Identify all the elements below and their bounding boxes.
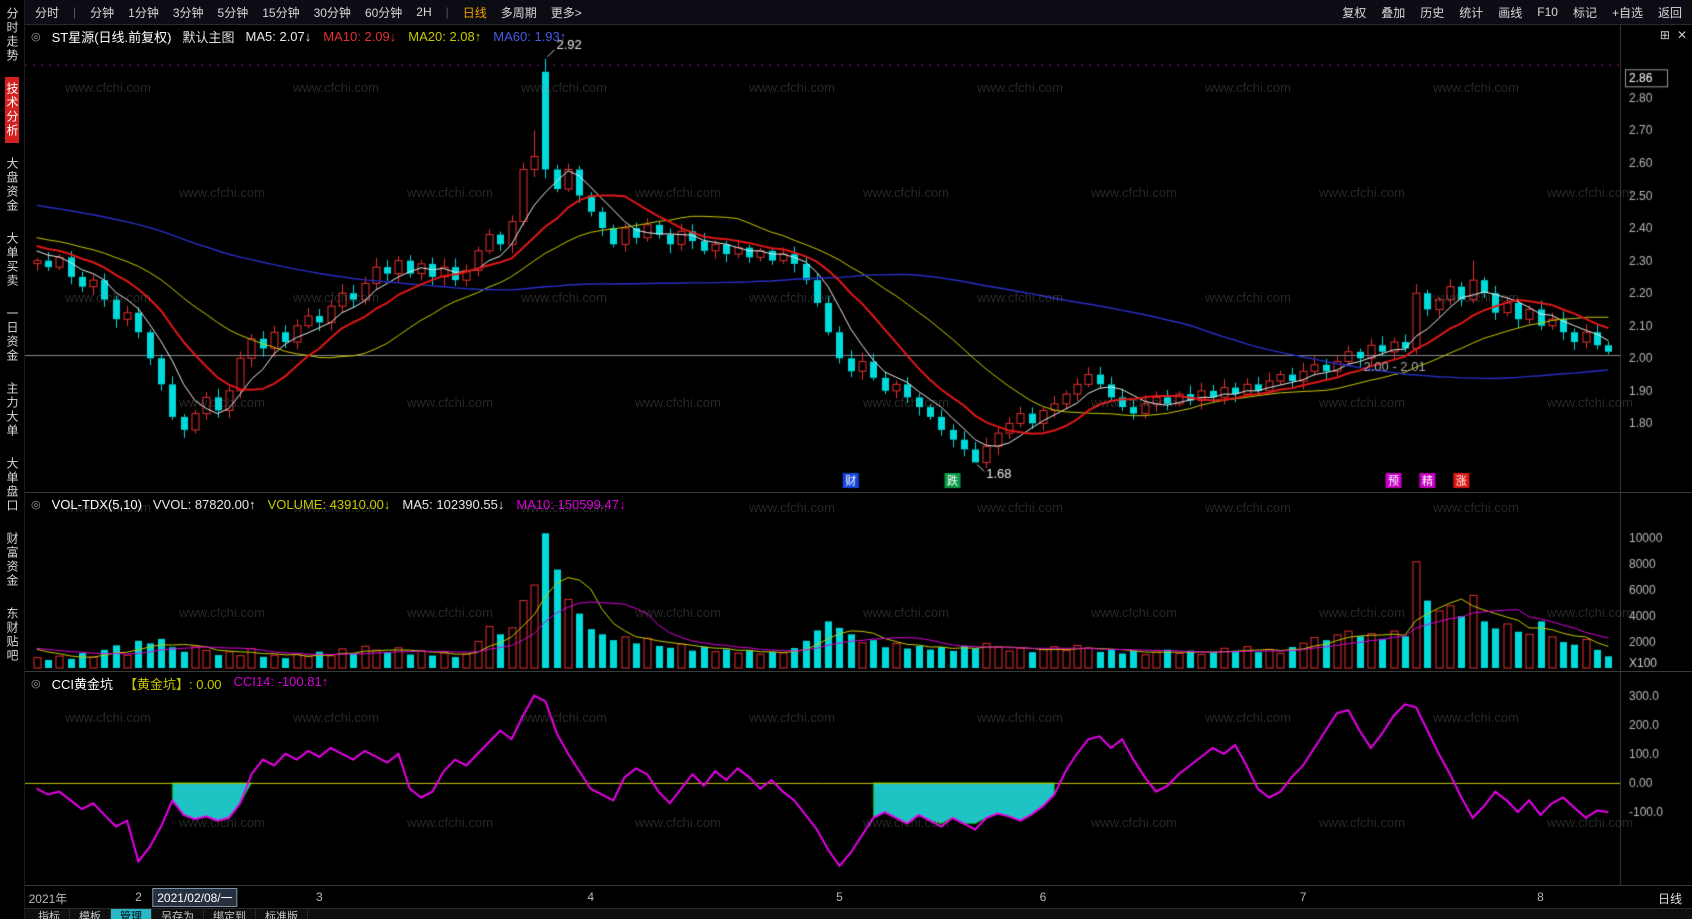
time-axis-label-4: 4	[587, 890, 595, 904]
sidebar-item-大盘资金[interactable]: 大盘资金	[5, 157, 19, 213]
cci-canvas[interactable]	[25, 672, 1692, 888]
toolbar-item-历史[interactable]: 历史	[1420, 5, 1445, 20]
time-axis-date-tag: 2021/02/08/一	[152, 888, 238, 907]
toolbar-item-返回[interactable]: 返回	[1657, 5, 1682, 20]
close-panel-icon[interactable]: ✕	[1676, 28, 1687, 42]
cci-panel: ◎ CCI黄金坑 【黄金坑】: 0.00 CCI14: -100.81↑	[25, 671, 1692, 888]
grid-layout-icon[interactable]: ⊞	[1659, 28, 1670, 42]
statusbar-item-管理[interactable]: 管理	[111, 909, 152, 919]
sidebar-item-技术分析[interactable]: 技术分析	[5, 77, 19, 143]
statusbar-item-另存为[interactable]: 另存为	[152, 909, 204, 919]
volume-panel: ◎ VOL-TDX(5,10) VVOL: 87820.00↑ VOLUME: 4…	[25, 492, 1692, 672]
toolbar-item-1分钟[interactable]: 1分钟	[128, 5, 159, 20]
volume-canvas[interactable]	[25, 493, 1692, 672]
status-bar: 指标 模板 管理 另存为 绑定到 标准版	[25, 908, 1692, 919]
time-axis-label-3: 3	[315, 890, 323, 904]
toolbar-item-15分钟[interactable]: 15分钟	[262, 5, 300, 20]
toolbar-item-叠加[interactable]: 叠加	[1381, 5, 1406, 20]
toolbar-item-分时[interactable]: 分时	[35, 5, 60, 20]
toolbar-item-分钟[interactable]: 分钟	[90, 5, 115, 20]
statusbar-item-标准版[interactable]: 标准版	[256, 909, 308, 919]
toolbar-separator: |	[445, 5, 449, 19]
sidebar-item-东财贴吧[interactable]: 东财贴吧	[5, 607, 19, 663]
statusbar-item-绑定到[interactable]: 绑定到	[204, 909, 256, 919]
toolbar-item-60分钟[interactable]: 60分钟	[364, 5, 403, 20]
time-axis-label-6: 6	[1039, 890, 1047, 904]
toolbar-item-多周期[interactable]: 多周期	[500, 5, 537, 20]
toolbar-item-+自选[interactable]: +自选	[1611, 5, 1643, 20]
sidebar-item-大单买卖[interactable]: 大单买卖	[5, 232, 19, 288]
main-chart-panel: ◎ ST星源(日线.前复权) 默认主图 MA5: 2.07↓ MA10: 2.09…	[25, 25, 1692, 492]
toolbar-item-F10[interactable]: F10	[1537, 5, 1558, 19]
toolbar-item-更多>[interactable]: 更多>	[550, 5, 582, 20]
sidebar-item-大单盘口[interactable]: 大单盘口	[5, 457, 19, 513]
time-axis-label-7: 7	[1299, 890, 1307, 904]
statusbar-item-指标[interactable]: 指标	[29, 909, 70, 919]
toolbar-left-group: 分时 | 分钟 1分钟 3分钟 5分钟 15分钟 30分钟 60分钟 2H | 日线 多周期 更多>	[35, 4, 582, 21]
panel-corner-icons: ⊞ ✕	[1660, 29, 1687, 41]
main-column: 分时 | 分钟 1分钟 3分钟 5分钟 15分钟 30分钟 60分钟 2H | 日线 多周期 更多> 复权…	[25, 0, 1692, 919]
toolbar-item-2H[interactable]: 2H	[416, 5, 432, 19]
toolbar-right-group: 复权 叠加 历史 统计 画线 F10 标记 +自选 返回	[1342, 4, 1682, 21]
time-axis-label-2: 2	[135, 890, 142, 904]
toolbar-item-30分钟[interactable]: 30分钟	[313, 5, 351, 20]
time-axis-label-2021年: 2021年	[28, 892, 68, 906]
sidebar-item-分时走势[interactable]: 分时走势	[5, 7, 19, 63]
time-axis-label-8: 8	[1537, 890, 1544, 904]
toolbar-item-3分钟[interactable]: 3分钟	[172, 5, 204, 20]
top-toolbar: 分时 | 分钟 1分钟 3分钟 5分钟 15分钟 30分钟 60分钟 2H | 日线 多周期 更多> 复权…	[25, 0, 1692, 25]
time-axis: 日线 2021年 2 2021/02/08/一 3 4 5 6 7 8	[25, 885, 1692, 908]
toolbar-item-统计[interactable]: 统计	[1459, 5, 1484, 20]
main-chart-canvas[interactable]	[25, 25, 1692, 492]
sidebar-item-财富资金[interactable]: 财富资金	[5, 532, 19, 588]
chart-content: ◎ ST星源(日线.前复权) 默认主图 MA5: 2.07↓ MA10: 2.09…	[25, 25, 1692, 888]
toolbar-item-复权[interactable]: 复权	[1342, 5, 1367, 20]
statusbar-item-模板[interactable]: 模板	[70, 909, 111, 919]
toolbar-item-日线[interactable]: 日线	[462, 5, 487, 20]
toolbar-separator: |	[73, 5, 77, 19]
toolbar-item-5分钟[interactable]: 5分钟	[217, 5, 249, 20]
toolbar-item-标记[interactable]: 标记	[1572, 5, 1597, 20]
time-axis-label-5: 5	[836, 890, 843, 904]
left-sidebar: 分时走势技术分析大盘资金大单买卖一日资金主力大单大单盘口财富资金东财贴吧	[0, 0, 25, 919]
sidebar-item-主力大单[interactable]: 主力大单	[5, 382, 19, 438]
toolbar-item-画线[interactable]: 画线	[1498, 5, 1523, 20]
sidebar-item-一日资金[interactable]: 一日资金	[5, 307, 19, 363]
period-label: 日线	[1657, 892, 1682, 906]
